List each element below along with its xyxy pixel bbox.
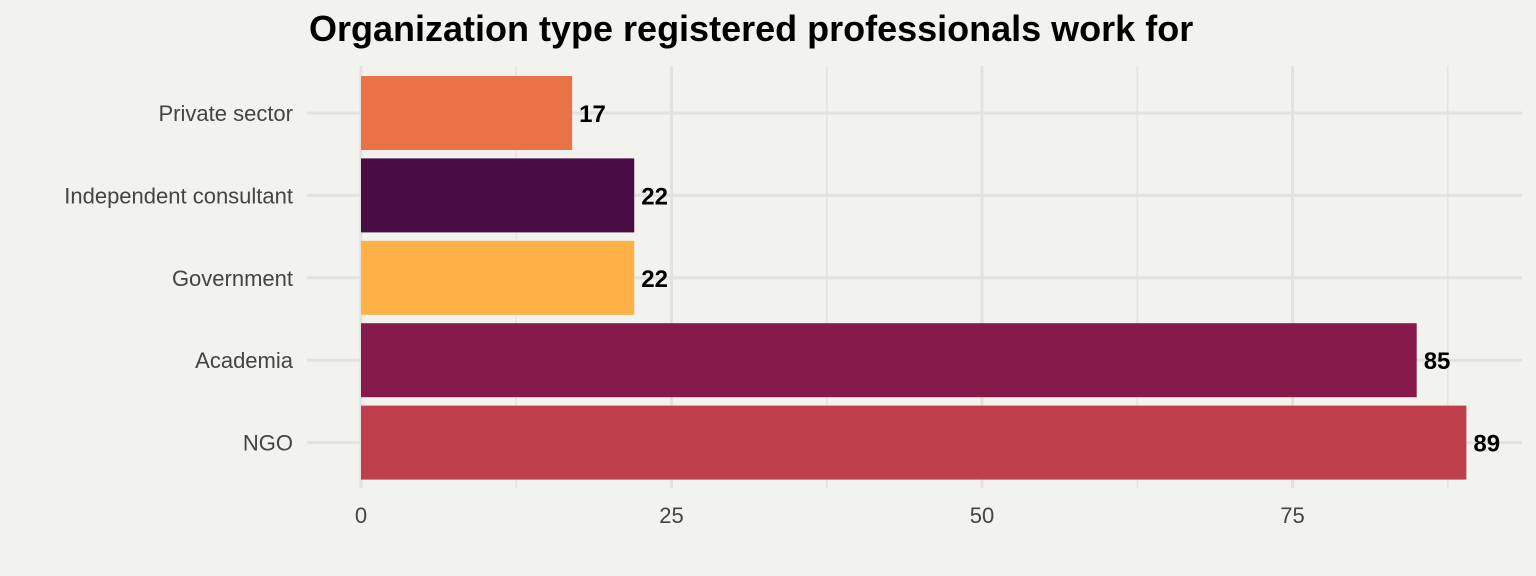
bars	[361, 76, 1467, 480]
chart-title: Organization type registered professiona…	[309, 8, 1194, 49]
category-label: NGO	[243, 431, 293, 456]
value-label: 22	[641, 266, 668, 293]
x-axis-tick-labels: 0 25 50 75	[355, 503, 1305, 528]
category-labels: Private sector Independent consultant Gove…	[64, 101, 294, 456]
value-label: 89	[1473, 431, 1500, 458]
category-label: Government	[172, 266, 293, 291]
bar	[361, 323, 1417, 398]
value-label: 85	[1424, 348, 1451, 375]
value-labels: 17 22 22 85 89	[579, 101, 1500, 458]
bar	[361, 405, 1467, 480]
bar	[361, 240, 635, 315]
category-label: Independent consultant	[64, 183, 293, 208]
x-tick-label: 50	[970, 503, 994, 528]
value-label: 17	[579, 101, 606, 128]
bar	[361, 76, 573, 150]
x-tick-label: 25	[659, 503, 683, 528]
x-tick-label: 0	[355, 503, 367, 528]
value-label: 22	[641, 183, 668, 210]
category-label: Private sector	[159, 101, 294, 126]
bar	[361, 158, 635, 233]
x-tick-label: 75	[1280, 503, 1304, 528]
category-label: Academia	[195, 348, 294, 373]
